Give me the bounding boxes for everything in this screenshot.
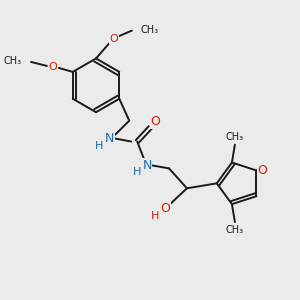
Text: H: H bbox=[95, 140, 103, 151]
Text: O: O bbox=[110, 34, 118, 44]
Text: O: O bbox=[160, 202, 170, 215]
Text: CH₃: CH₃ bbox=[141, 25, 159, 34]
Text: O: O bbox=[257, 164, 267, 177]
Text: CH₃: CH₃ bbox=[4, 56, 22, 66]
Text: H: H bbox=[133, 167, 141, 177]
Text: N: N bbox=[105, 132, 114, 145]
Text: O: O bbox=[150, 115, 160, 128]
Text: O: O bbox=[49, 62, 57, 72]
Text: CH₃: CH₃ bbox=[226, 225, 244, 235]
Text: H: H bbox=[151, 211, 159, 221]
Text: CH₃: CH₃ bbox=[226, 132, 244, 142]
Text: N: N bbox=[142, 159, 152, 172]
